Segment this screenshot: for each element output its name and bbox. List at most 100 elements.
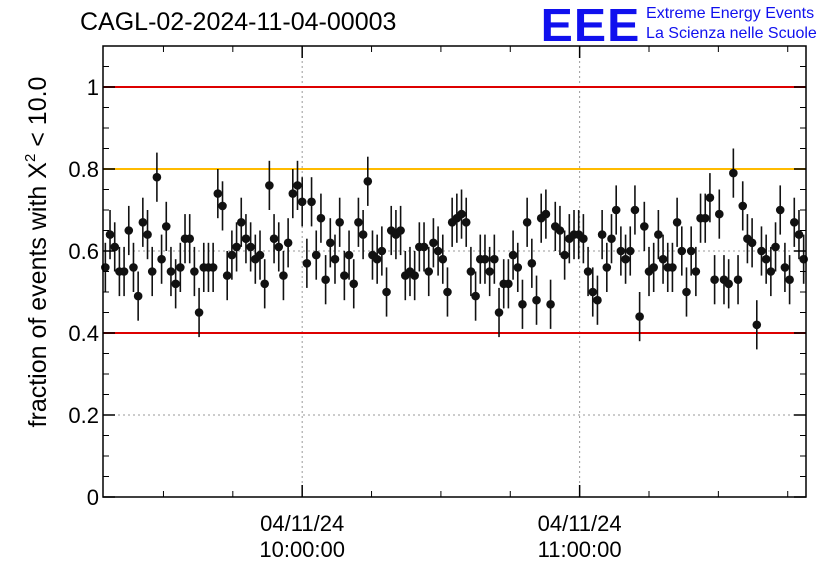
- data-point: [326, 238, 335, 248]
- data-point: [597, 230, 607, 239]
- data-point: [354, 218, 363, 227]
- y-axis-label-tail: < 10.0: [24, 77, 52, 154]
- data-point: [668, 263, 677, 272]
- data-point: [771, 242, 780, 252]
- y-tick-label: 0.8: [68, 157, 99, 182]
- data-point: [504, 279, 513, 289]
- data-point: [654, 230, 663, 239]
- data-point: [297, 197, 307, 207]
- data-point: [780, 263, 790, 272]
- data-point: [129, 263, 138, 272]
- data-point: [682, 287, 691, 297]
- data-point: [124, 226, 134, 235]
- data-point: [560, 250, 569, 260]
- data-point: [724, 279, 733, 289]
- data-point: [274, 242, 284, 252]
- data-point: [269, 234, 279, 243]
- data-point: [358, 230, 368, 239]
- data-point: [611, 205, 621, 215]
- data-point: [419, 242, 429, 252]
- x-tick-label-time: 11:00:00: [538, 537, 622, 562]
- data-point: [218, 201, 227, 211]
- data-point: [494, 308, 504, 317]
- data-point: [429, 238, 438, 248]
- data-point: [213, 189, 223, 198]
- data-point: [625, 246, 635, 256]
- data-point: [471, 291, 480, 301]
- data-point: [176, 263, 185, 272]
- data-point: [265, 181, 274, 190]
- data-point: [490, 254, 499, 264]
- data-point: [396, 226, 405, 235]
- data-point: [119, 267, 129, 276]
- y-tick-label: 0: [87, 485, 99, 510]
- y-tick-label: 0.2: [68, 403, 99, 428]
- data-point: [410, 271, 419, 280]
- data-point: [208, 263, 218, 272]
- data-point: [691, 267, 701, 276]
- data-point: [621, 254, 630, 264]
- data-point: [222, 271, 232, 280]
- data-point: [288, 189, 298, 198]
- data-point: [438, 254, 448, 264]
- data-point: [775, 205, 785, 215]
- data-point: [190, 267, 199, 276]
- y-axis-label-sup: 2: [22, 154, 39, 162]
- data-point: [710, 275, 719, 285]
- data-point: [232, 242, 241, 252]
- data-point: [255, 250, 265, 260]
- data-point: [747, 238, 757, 248]
- x-tick-label-date: 04/11/24: [538, 511, 622, 536]
- data-point: [794, 230, 804, 239]
- data-point: [382, 287, 391, 297]
- data-point: [194, 308, 204, 317]
- data-point: [658, 254, 668, 264]
- data-point: [757, 246, 766, 256]
- data-point: [166, 267, 176, 276]
- y-axis-label: fraction of events with X2 < 10.0: [22, 77, 52, 428]
- data-point: [546, 300, 555, 309]
- eee-logo: EEE Extreme Energy Events La Scienza nel…: [540, 0, 817, 51]
- y-tick-label: 1: [87, 75, 99, 100]
- data-point: [363, 177, 373, 186]
- data-point: [522, 218, 532, 227]
- data-point: [157, 254, 166, 264]
- data-point: [635, 312, 644, 321]
- data-point: [532, 295, 541, 305]
- y-axis-label-main: fraction of events with X: [24, 162, 52, 428]
- data-point: [293, 181, 302, 190]
- data-point: [185, 234, 195, 243]
- data-point: [789, 218, 799, 227]
- data-points: [101, 148, 808, 350]
- data-point: [349, 279, 359, 289]
- data-point: [677, 246, 687, 256]
- eee-logo-mark: EEE: [540, 0, 641, 51]
- data-point: [457, 209, 466, 219]
- eee-logo-text: Extreme Energy Events La Scienza nelle S…: [646, 4, 817, 44]
- data-point: [110, 242, 120, 252]
- data-point: [105, 230, 115, 239]
- data-point: [672, 218, 682, 227]
- data-point: [227, 250, 237, 260]
- data-point: [593, 295, 602, 305]
- data-point: [433, 246, 443, 256]
- data-point: [307, 197, 316, 207]
- data-point: [555, 226, 565, 235]
- data-point: [335, 218, 344, 227]
- data-point: [738, 201, 748, 211]
- data-point: [513, 263, 523, 272]
- data-point: [686, 246, 696, 256]
- data-point: [649, 263, 658, 272]
- data-point: [508, 250, 518, 260]
- data-point: [607, 234, 616, 243]
- data-point: [424, 267, 434, 276]
- data-point: [541, 209, 551, 219]
- data-point: [579, 234, 588, 243]
- data-point: [602, 263, 612, 272]
- data-point: [344, 250, 354, 260]
- data-point: [279, 271, 288, 280]
- logo-line-2: La Scienza nelle Scuole: [646, 25, 817, 42]
- x-tick-label-time: 10:00:00: [259, 537, 345, 562]
- data-point: [311, 250, 321, 260]
